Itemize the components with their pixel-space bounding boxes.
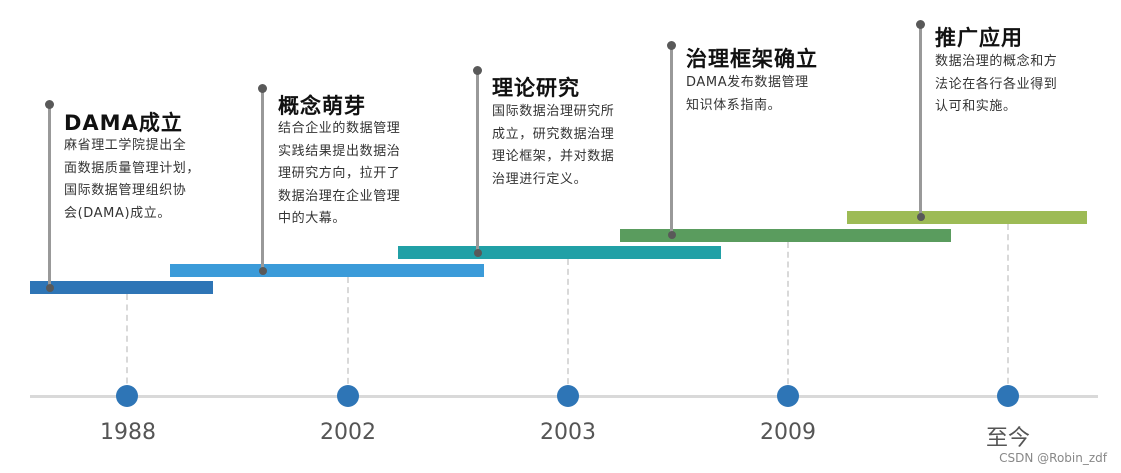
desc-line: 理论框架，并对数据 [492, 149, 615, 164]
milestone-desc-2: 结合企业的数据管理 实践结果提出数据治 理研究方向，拉开了 数据治理在企业管理 … [278, 118, 400, 231]
pin-head-5 [916, 20, 925, 29]
pin-base-2 [259, 267, 267, 275]
desc-line: 中的大幕。 [278, 211, 347, 226]
pin-base-5 [917, 213, 925, 221]
pin-head-2 [258, 84, 267, 93]
milestone-title-1: DAMA成立 [64, 111, 183, 135]
milestone-title-2: 概念萌芽 [278, 94, 366, 118]
connector-dash-now [1007, 224, 1009, 394]
milestone-desc-1: 麻省理工学院提出全 面数据质量管理计划， 国际数据管理组织协 会(DAMA)成立… [64, 135, 200, 225]
phase-bar-2 [170, 264, 484, 277]
pin-stem-1 [48, 104, 51, 287]
year-dot-2009 [777, 385, 799, 407]
desc-line: 治理进行定义。 [492, 171, 588, 187]
connector-dash-2002 [347, 277, 349, 394]
desc-line: DAMA发布数据管理 [686, 75, 809, 90]
connector-dash-2009 [787, 242, 789, 394]
pin-base-4 [668, 231, 676, 239]
desc-line: 麻省理工学院提出全 [64, 138, 187, 153]
milestone-desc-4: DAMA发布数据管理 知识体系指南。 [686, 72, 809, 117]
desc-line: 实践结果提出数据治 [278, 143, 401, 159]
pin-head-3 [473, 66, 482, 75]
desc-line: 数据治理在企业管理 [278, 188, 401, 204]
pin-stem-2 [261, 88, 264, 270]
year-dot-2002 [337, 385, 359, 407]
year-label-now: 至今 [985, 426, 1030, 451]
pin-base-1 [46, 284, 54, 292]
milestone-desc-3: 国际数据治理研究所 成立，研究数据治理 理论框架，并对数据 治理进行定义。 [492, 101, 614, 191]
watermark: CSDN @Robin_zdf [999, 451, 1107, 465]
milestone-title-5: 推广应用 [935, 26, 1023, 50]
phase-bar-1 [30, 281, 213, 294]
year-label-2009: 2009 [760, 420, 816, 445]
pin-stem-3 [476, 70, 479, 252]
phase-bar-4 [620, 229, 951, 242]
pin-base-3 [474, 249, 482, 257]
pin-head-1 [45, 100, 54, 109]
year-label-2003: 2003 [540, 420, 596, 445]
connector-dash-1988 [126, 294, 128, 394]
year-dot-2003 [557, 385, 579, 407]
desc-line: 数据治理的概念和方 [935, 54, 1058, 69]
desc-line: 国际数据治理研究所 [492, 104, 615, 119]
desc-line: 国际数据管理组织协 [64, 183, 187, 198]
connector-dash-2003 [567, 259, 569, 394]
year-label-1988: 1988 [100, 420, 156, 445]
milestone-desc-5: 数据治理的概念和方 法论在各行各业得到 认可和实施。 [935, 51, 1057, 119]
year-dot-1988 [116, 385, 138, 407]
pin-head-4 [667, 41, 676, 50]
desc-line: 面数据质量管理计划， [64, 160, 201, 176]
pin-stem-4 [670, 45, 673, 235]
desc-line: 知识体系指南。 [686, 97, 782, 113]
desc-line: 结合企业的数据管理 [278, 121, 401, 136]
desc-line: 成立，研究数据治理 [492, 126, 615, 142]
desc-line: 会(DAMA)成立。 [64, 205, 171, 221]
pin-stem-5 [919, 24, 922, 217]
desc-line: 认可和实施。 [935, 99, 1017, 114]
phase-bar-5 [847, 211, 1087, 224]
phase-bar-3 [398, 246, 721, 259]
milestone-title-3: 理论研究 [492, 76, 580, 100]
desc-line: 法论在各行各业得到 [935, 76, 1058, 92]
desc-line: 理研究方向，拉开了 [278, 166, 401, 181]
year-label-2002: 2002 [320, 420, 376, 445]
milestone-title-4: 治理框架确立 [686, 47, 818, 71]
year-dot-now [997, 385, 1019, 407]
